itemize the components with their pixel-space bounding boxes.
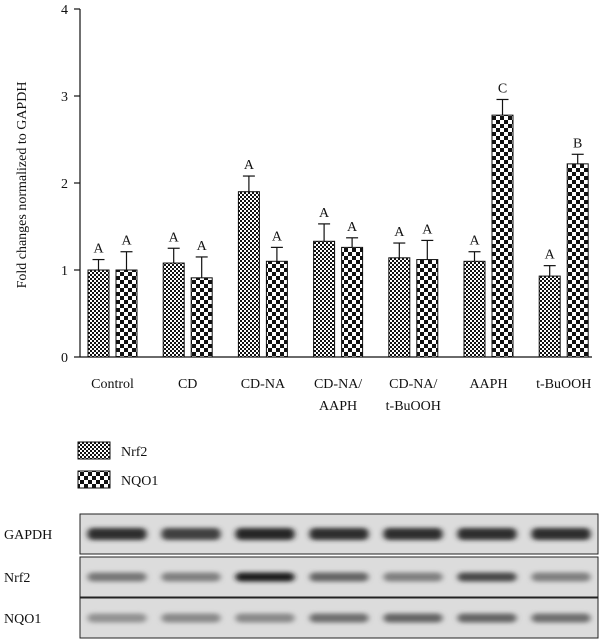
- bar-nrf2: [313, 240, 336, 358]
- y-tick-label: 1: [61, 264, 68, 279]
- significance-label: B: [573, 136, 582, 151]
- blot-band: [531, 572, 591, 582]
- blot-band: [457, 572, 517, 582]
- blot-band: [161, 572, 221, 582]
- bar-nrf2: [463, 260, 486, 358]
- bar-nrf2: [162, 262, 185, 358]
- bar-nqo1: [265, 260, 288, 358]
- y-tick-label: 0: [61, 351, 68, 366]
- category-label: t-BuOOH: [386, 399, 441, 414]
- bar-nqo1: [190, 277, 213, 358]
- blot-band: [309, 572, 369, 582]
- blot-band: [309, 528, 369, 540]
- blot-band: [309, 613, 369, 623]
- blot-band: [531, 613, 591, 623]
- blot-band: [235, 572, 295, 582]
- bar-nqo1: [115, 269, 138, 358]
- legend-label-nqo1: NQO1: [121, 474, 158, 489]
- blot-band: [383, 613, 443, 623]
- blot-band: [457, 528, 517, 540]
- bar-nqo1: [566, 163, 589, 358]
- bar-nrf2: [538, 275, 561, 358]
- bar-nrf2: [237, 191, 260, 358]
- chart-axes: [79, 9, 592, 358]
- category-label: CD-NA/: [389, 377, 437, 392]
- blot-band: [383, 528, 443, 540]
- bars: A A A A A A A A A A A C A B: [87, 81, 589, 358]
- blot-band: [161, 528, 221, 540]
- blot-band: [235, 528, 295, 540]
- y-axis-ticks: 0 1 2 3 4: [61, 3, 80, 366]
- category-label: AAPH: [319, 399, 357, 414]
- category-labels: Control CD CD-NA CD-NA/AAPH CD-NA/t-BuOOH AAP…: [91, 377, 591, 414]
- significance-label: A: [347, 220, 358, 235]
- significance-label: A: [422, 222, 433, 237]
- significance-label: A: [121, 234, 132, 249]
- significance-label: A: [197, 239, 208, 254]
- significance-label: A: [169, 230, 180, 245]
- legend: Nrf2 NQO1: [77, 441, 158, 489]
- blot-row-label: GAPDH: [4, 528, 52, 543]
- significance-label: C: [498, 81, 507, 96]
- significance-label: A: [394, 225, 405, 240]
- category-label: CD: [178, 377, 197, 392]
- western-blot: GAPDH Nrf2 NQO1: [4, 513, 599, 639]
- blot-band: [531, 528, 591, 540]
- y-axis-label: Fold changes normalized to GAPDH: [15, 82, 30, 289]
- blot-band: [457, 613, 517, 623]
- significance-label: A: [319, 206, 330, 221]
- significance-label: A: [469, 234, 480, 249]
- blot-row-label: NQO1: [4, 612, 41, 627]
- category-label: CD-NA: [241, 377, 286, 392]
- y-tick-label: 3: [61, 90, 68, 105]
- legend-label-nrf2: Nrf2: [121, 445, 147, 460]
- bar-nqo1: [416, 259, 439, 358]
- blot-band: [87, 528, 147, 540]
- bar-nqo1: [491, 114, 514, 358]
- blot-band: [235, 613, 295, 623]
- blot-band: [161, 613, 221, 623]
- significance-label: A: [244, 158, 255, 173]
- bar-nrf2: [87, 269, 110, 358]
- significance-label: A: [545, 248, 556, 263]
- category-label: AAPH: [469, 377, 507, 392]
- bar-nqo1: [341, 246, 364, 358]
- blot-band: [383, 572, 443, 582]
- category-label: CD-NA/: [314, 377, 362, 392]
- legend-swatch-nqo1: [77, 470, 111, 489]
- significance-label: A: [272, 229, 283, 244]
- legend-swatch-nrf2: [77, 441, 111, 460]
- bar-nrf2: [388, 257, 411, 358]
- category-label: t-BuOOH: [536, 377, 591, 392]
- y-tick-label: 2: [61, 177, 68, 192]
- blot-band: [87, 613, 147, 623]
- significance-label: A: [93, 242, 104, 257]
- blot-band: [87, 572, 147, 582]
- blot-row-label: Nrf2: [4, 571, 30, 586]
- category-label: Control: [91, 377, 134, 392]
- y-tick-label: 4: [61, 3, 68, 18]
- bar-chart: 0 1 2 3 4 Fold changes normalized to GAPDH A…: [15, 3, 592, 414]
